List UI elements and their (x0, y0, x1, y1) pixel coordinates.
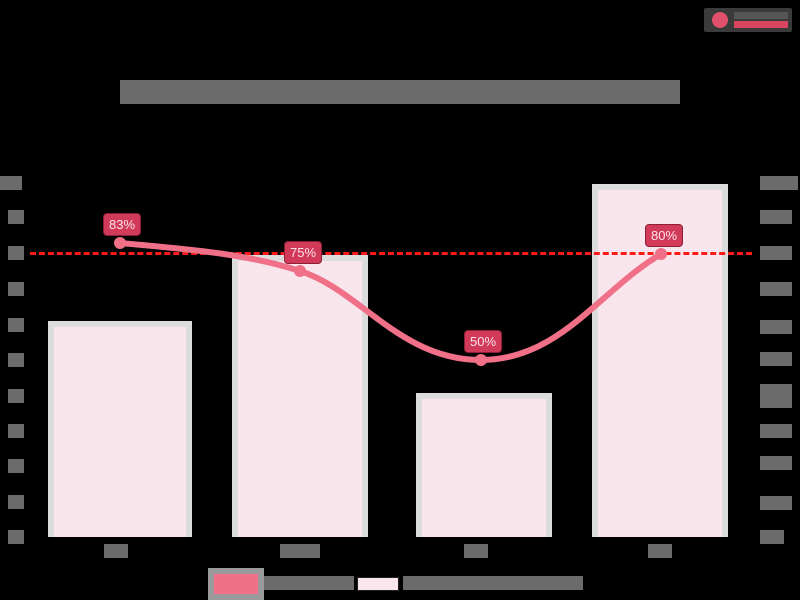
bar-2[interactable] (232, 255, 368, 537)
left-axis-label (8, 282, 24, 296)
brand-logo (704, 8, 792, 32)
brand-logo-icon (712, 12, 728, 28)
bar-1[interactable] (48, 321, 192, 537)
left-axis-label (8, 424, 24, 438)
right-axis-label (760, 530, 784, 544)
right-axis-label (760, 282, 792, 296)
target-reference-line (30, 252, 752, 255)
x-axis-label (104, 544, 128, 558)
x-axis-label (648, 544, 672, 558)
data-label: 50% (464, 330, 503, 353)
line-point[interactable] (114, 237, 126, 249)
data-label: 75% (284, 241, 323, 264)
x-axis-label (464, 544, 488, 558)
left-axis-label (8, 353, 24, 367)
left-axis-label (8, 318, 24, 332)
right-axis-label (760, 320, 792, 334)
data-label: 80% (645, 224, 684, 247)
right-axis-label (760, 352, 792, 366)
right-axis-label (760, 456, 792, 470)
line-point[interactable] (475, 354, 487, 366)
right-axis-label (760, 210, 792, 224)
left-axis-label (8, 246, 24, 260)
logo-text-bottom (734, 21, 788, 28)
data-label: 83% (103, 213, 142, 236)
right-axis-label (760, 384, 792, 408)
right-axis-label (760, 424, 792, 438)
left-axis-label (0, 176, 22, 190)
left-axis-label (8, 389, 24, 403)
right-axis-label (760, 246, 792, 260)
left-axis-label (8, 210, 24, 224)
chart-title (120, 80, 680, 104)
left-axis-label (8, 459, 24, 473)
logo-text-top (734, 12, 788, 19)
left-axis-label (8, 495, 24, 509)
bar-3[interactable] (416, 393, 552, 537)
legend-bar-swatch[interactable] (357, 577, 399, 591)
legend-line-swatch[interactable] (208, 568, 264, 600)
legend-line-label[interactable] (264, 576, 354, 590)
legend-bar-label[interactable] (403, 576, 583, 590)
right-axis-label (760, 496, 792, 510)
left-axis-label (8, 530, 24, 544)
line-point[interactable] (294, 265, 306, 277)
x-axis-label (280, 544, 320, 558)
right-axis-label (760, 176, 798, 190)
line-point[interactable] (655, 248, 667, 260)
